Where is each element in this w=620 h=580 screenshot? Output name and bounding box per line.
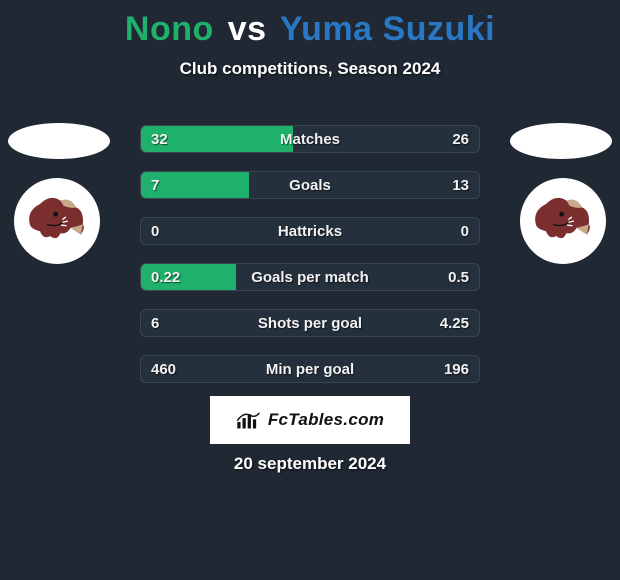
subtitle: Club competitions, Season 2024 (0, 59, 620, 79)
stat-right-value: 0 (461, 218, 469, 244)
stat-right-value: 13 (452, 172, 469, 198)
stat-row: 0Hattricks0 (140, 217, 480, 245)
stat-row: 7Goals13 (140, 171, 480, 199)
brand-box: FcTables.com (210, 396, 410, 444)
stat-right-value: 4.25 (440, 310, 469, 336)
stat-row: 0.22Goals per match0.5 (140, 263, 480, 291)
brand-text: FcTables.com (268, 410, 384, 430)
page-title: Nono vs Yuma Suzuki (0, 0, 620, 49)
stat-row: 460Min per goal196 (140, 355, 480, 383)
vs-text: vs (228, 10, 267, 48)
coyote-icon (529, 187, 597, 255)
coyote-icon (23, 187, 91, 255)
stat-label: Min per goal (141, 356, 479, 382)
player1-ellipse (8, 123, 110, 159)
stat-right-value: 196 (444, 356, 469, 382)
date-text: 20 september 2024 (0, 454, 620, 474)
stat-right-value: 26 (452, 126, 469, 152)
stat-label: Goals (141, 172, 479, 198)
stat-label: Matches (141, 126, 479, 152)
stat-row: 32Matches26 (140, 125, 480, 153)
player1-badge (14, 178, 100, 264)
stat-row: 6Shots per goal4.25 (140, 309, 480, 337)
stats-bars: 32Matches26 7Goals13 0Hattricks0 0.22Goals … (140, 125, 480, 401)
player1-name: Nono (125, 10, 214, 48)
stat-label: Goals per match (141, 264, 479, 290)
player2-ellipse (510, 123, 612, 159)
chart-icon (236, 410, 262, 430)
stat-label: Hattricks (141, 218, 479, 244)
player2-name: Yuma Suzuki (280, 10, 495, 48)
stat-right-value: 0.5 (448, 264, 469, 290)
stat-label: Shots per goal (141, 310, 479, 336)
player2-badge (520, 178, 606, 264)
